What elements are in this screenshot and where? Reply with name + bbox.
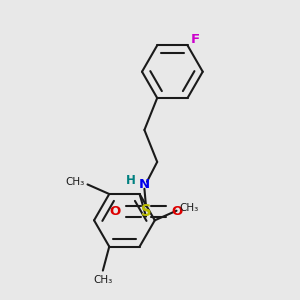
Text: CH₃: CH₃ <box>180 203 199 213</box>
Text: CH₃: CH₃ <box>93 275 112 285</box>
Text: O: O <box>171 205 183 218</box>
Text: N: N <box>139 178 150 191</box>
Text: S: S <box>141 204 151 219</box>
Text: F: F <box>191 33 200 46</box>
Text: H: H <box>126 174 136 187</box>
Text: O: O <box>110 205 121 218</box>
Text: CH₃: CH₃ <box>65 177 84 187</box>
